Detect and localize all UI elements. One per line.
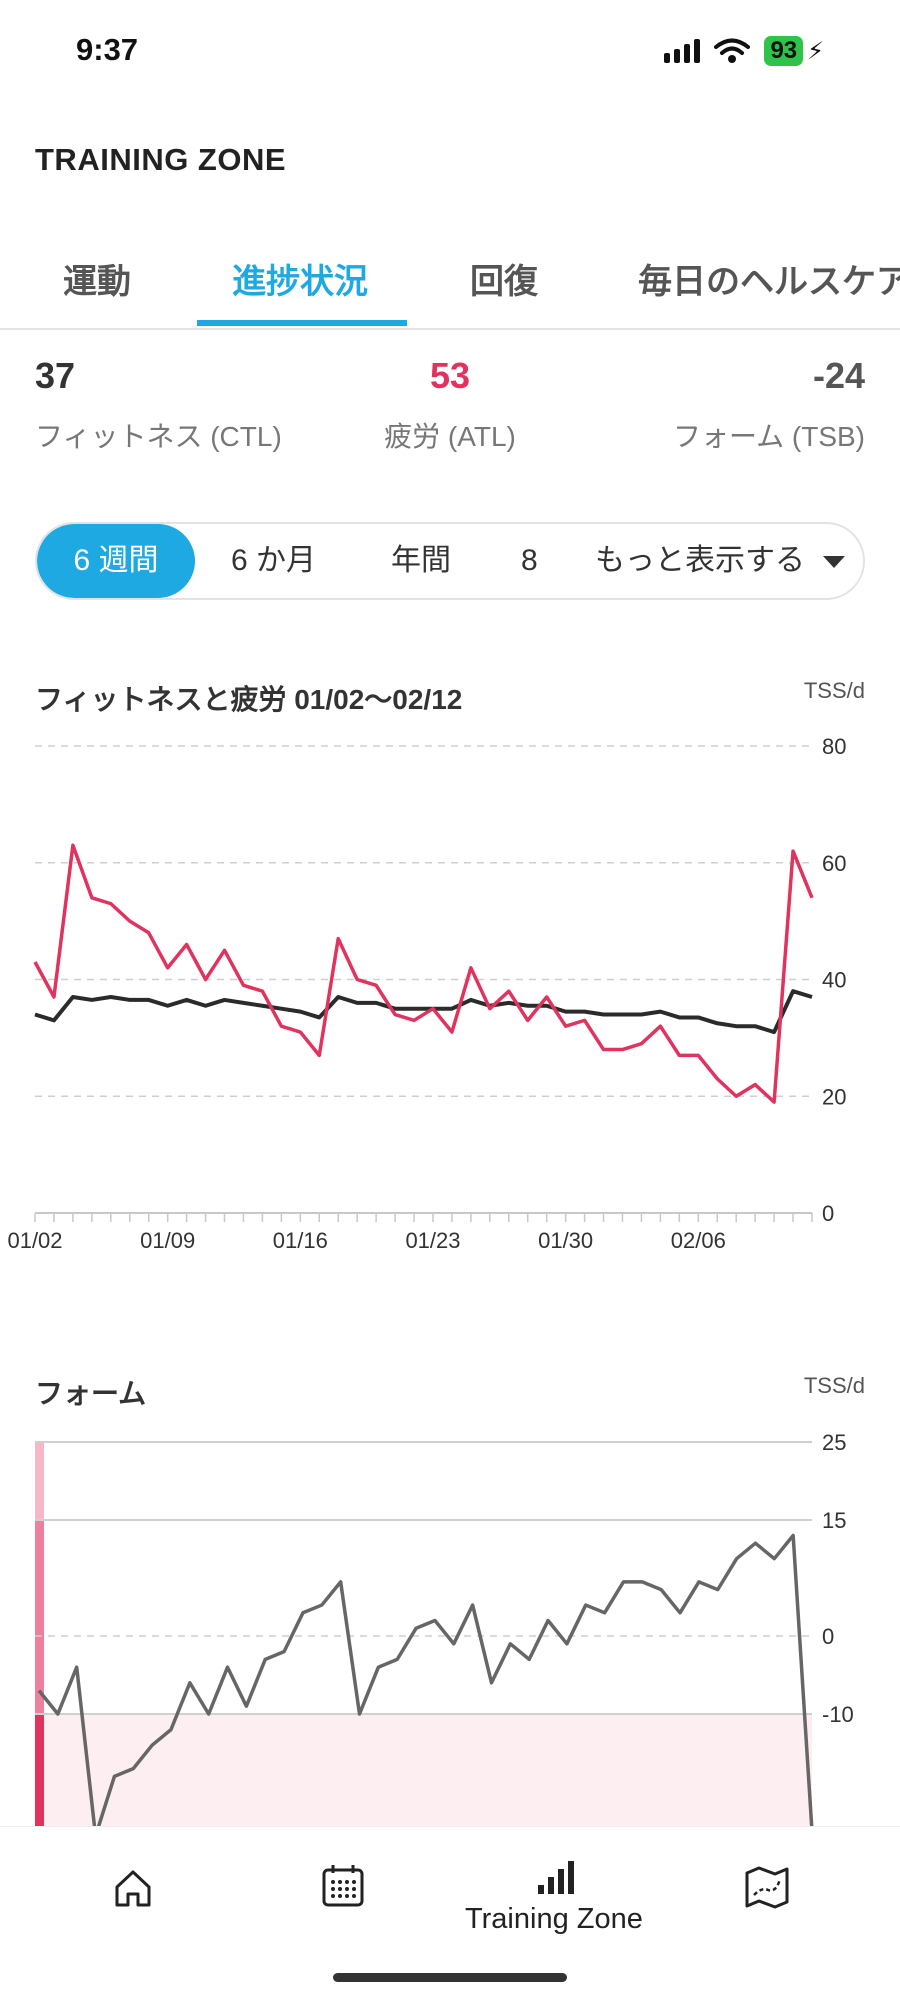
fitness-series-line <box>34 989 813 1035</box>
high-risk-zone <box>35 1714 812 1826</box>
metric-fatigue-value: 53 <box>429 355 471 396</box>
tab-progress[interactable]: 進捗状況 <box>232 263 368 301</box>
tab-daily-health[interactable]: 毎日のヘルスケア <box>638 263 900 301</box>
fatigue-series-line <box>33 843 814 1104</box>
tab-bar: 運動 進捗状況 回復 毎日のヘルスケア <box>0 240 900 330</box>
form-chart-unit: TSS/d <box>803 1373 865 1398</box>
bottom-nav: Training Zone <box>0 1826 900 2000</box>
y-tick-label: 60 <box>822 851 846 876</box>
x-tick-label: 01/16 <box>273 1228 328 1253</box>
metric-fatigue-label: 疲労 (ATL) <box>384 421 516 452</box>
y-tick-label: 20 <box>822 1084 846 1109</box>
status-time: 9:37 <box>76 32 139 67</box>
range-option-6-months[interactable]: 6 か月 <box>231 544 317 577</box>
charging-bolt-icon: ⚡ <box>807 37 824 65</box>
form-chart-title: フォーム <box>35 1378 147 1409</box>
x-tick-label: 01/02 <box>7 1228 62 1253</box>
range-option-year[interactable]: 年間 <box>391 544 451 577</box>
wifi-icon <box>714 38 751 63</box>
show-more-dropdown[interactable]: もっと表示する <box>575 524 863 598</box>
range-selector: 6 週間 6 か月 年間 8 もっと表示する <box>35 522 865 600</box>
fitness-fatigue-chart-title: フィットネスと疲労 01/02〜02/12 <box>35 684 463 715</box>
zone-band-risk <box>35 1714 44 1826</box>
metric-fitness: 37 フィットネス (CTL) <box>35 355 282 455</box>
form-series-line <box>37 1533 814 1826</box>
range-option-partial[interactable]: 8 <box>521 544 538 577</box>
nav-label-training-zone[interactable]: Training Zone <box>465 1903 643 1935</box>
map-icon[interactable] <box>744 1865 790 1909</box>
fitness-fatigue-unit: TSS/d <box>803 678 865 703</box>
chevron-down-icon <box>823 556 845 568</box>
y-tick-label: 25 <box>822 1430 846 1455</box>
status-icons: 93 ⚡ <box>664 36 824 66</box>
home-indicator <box>333 1973 567 1982</box>
page-title: TRAINING ZONE <box>35 142 287 177</box>
x-tick-label: 01/09 <box>140 1228 195 1253</box>
y-tick-label: 80 <box>822 734 846 759</box>
metric-form-value: -24 <box>812 355 865 396</box>
battery-level: 93 <box>764 36 804 66</box>
fitness-fatigue-chart: 0 20 40 60 80 01/02 01/09 01/16 01/23 01/30 02/06 <box>7 734 846 1253</box>
battery-icon: 93 ⚡ <box>764 36 824 66</box>
y-tick-label: 40 <box>822 968 846 993</box>
tab-exercise[interactable]: 運動 <box>63 263 131 301</box>
cellular-signal-icon <box>664 39 701 63</box>
zone-band-fresh <box>35 1442 44 1520</box>
form-chart: 25 15 0 -10 <box>35 1430 854 1826</box>
zone-band-optimal <box>35 1520 44 1714</box>
tab-recovery[interactable]: 回復 <box>470 263 538 301</box>
y-tick-label: 0 <box>822 1201 834 1226</box>
training-zone-icon[interactable] <box>536 1859 576 1895</box>
metric-form: -24 フォーム (TSB) <box>673 355 865 455</box>
metric-fatigue: 53 疲労 (ATL) <box>380 355 520 455</box>
x-tick-label: 01/30 <box>538 1228 593 1253</box>
home-icon[interactable] <box>112 1867 154 1909</box>
metric-fitness-value: 37 <box>35 355 76 396</box>
x-tick-label: 01/23 <box>405 1228 460 1253</box>
calendar-icon[interactable] <box>320 1863 366 1909</box>
y-tick-label: -10 <box>822 1702 854 1727</box>
metric-form-label: フォーム (TSB) <box>672 421 865 452</box>
range-option-6-weeks[interactable]: 6 週間 <box>37 524 195 598</box>
active-tab-indicator <box>197 320 407 326</box>
show-more-label: もっと表示する <box>595 544 805 577</box>
status-bar: 9:37 93 ⚡ <box>0 0 900 100</box>
x-tick-label: 02/06 <box>671 1228 726 1253</box>
metric-fitness-label: フィットネス (CTL) <box>35 421 282 452</box>
y-tick-label: 0 <box>822 1624 834 1649</box>
y-tick-label: 15 <box>822 1508 846 1533</box>
